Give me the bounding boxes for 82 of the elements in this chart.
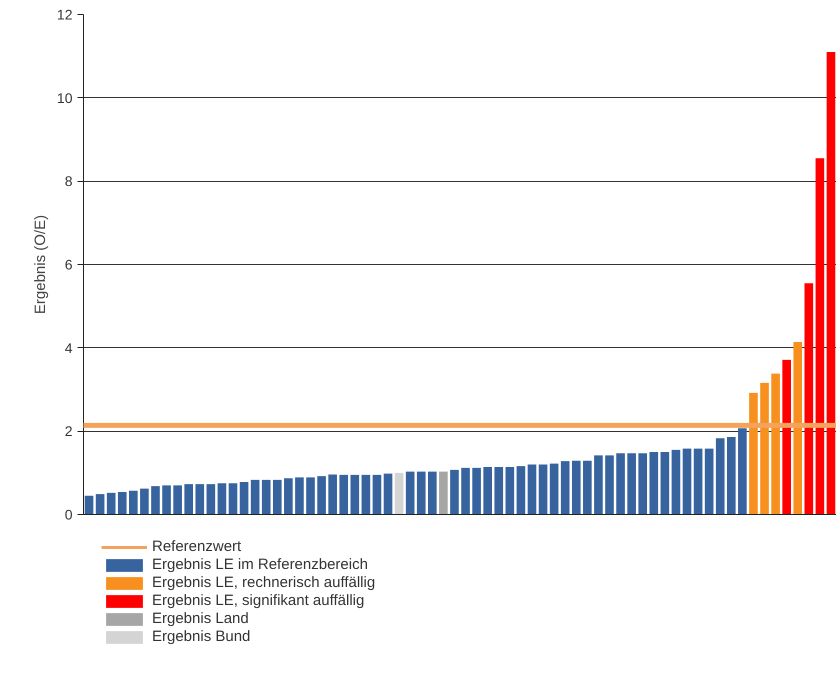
bar bbox=[218, 483, 226, 514]
legend-label: Ergebnis Bund bbox=[152, 628, 250, 645]
bar bbox=[384, 474, 392, 514]
bar bbox=[428, 472, 437, 514]
legend-label: Ergebnis LE, rechnerisch auffällig bbox=[152, 574, 376, 591]
bar bbox=[816, 158, 824, 514]
bar bbox=[195, 484, 204, 514]
bar bbox=[538, 464, 548, 514]
legend-label: Referenzwert bbox=[152, 538, 242, 555]
bar bbox=[826, 52, 836, 514]
bar bbox=[560, 461, 570, 514]
legend-label: Ergebnis LE im Referenzbereich bbox=[152, 556, 368, 573]
bar bbox=[129, 490, 138, 514]
bar bbox=[96, 494, 104, 514]
bar bbox=[328, 474, 337, 514]
bar bbox=[616, 453, 625, 514]
bar bbox=[782, 360, 791, 514]
legend-label: Ergebnis Land bbox=[152, 610, 249, 627]
bar bbox=[394, 472, 404, 514]
bar bbox=[804, 283, 814, 514]
bar bbox=[638, 453, 648, 514]
bar bbox=[672, 450, 680, 514]
y-tick-label: 6 bbox=[64, 256, 73, 272]
bar bbox=[416, 472, 426, 514]
bar bbox=[84, 496, 94, 514]
bar bbox=[240, 482, 248, 514]
y-tick-label: 2 bbox=[64, 423, 73, 440]
bar bbox=[106, 492, 116, 514]
bar bbox=[472, 468, 481, 514]
bar bbox=[284, 478, 293, 514]
bar bbox=[450, 470, 459, 514]
bar bbox=[306, 477, 315, 514]
bar bbox=[627, 453, 636, 514]
bar bbox=[572, 460, 581, 514]
y-tick-label: 12 bbox=[56, 6, 73, 22]
bar bbox=[272, 480, 282, 514]
bar bbox=[439, 472, 448, 514]
bar bbox=[738, 428, 747, 514]
bar bbox=[262, 480, 271, 514]
y-tick-label: 0 bbox=[64, 506, 73, 522]
bar bbox=[339, 474, 348, 514]
bar bbox=[206, 484, 216, 514]
bar bbox=[295, 477, 304, 514]
bar bbox=[716, 438, 725, 514]
bar bbox=[605, 455, 614, 514]
bar bbox=[660, 452, 670, 514]
bar bbox=[594, 455, 603, 514]
bar bbox=[506, 467, 514, 514]
bar bbox=[250, 480, 260, 514]
bar bbox=[362, 474, 370, 514]
bar bbox=[649, 452, 658, 514]
bar bbox=[550, 464, 558, 514]
bar bbox=[184, 484, 194, 514]
bar bbox=[140, 488, 149, 514]
bar bbox=[749, 392, 758, 514]
bar bbox=[704, 448, 714, 514]
bar bbox=[516, 466, 526, 514]
y-tick-label: 8 bbox=[64, 173, 73, 190]
bar bbox=[760, 382, 769, 514]
bar bbox=[350, 474, 360, 514]
y-axis-title: Ergebnis (O/E) bbox=[32, 214, 49, 314]
bar bbox=[528, 464, 536, 514]
bar bbox=[726, 437, 736, 514]
bar bbox=[151, 486, 160, 514]
bar bbox=[406, 472, 414, 514]
y-tick-label: 10 bbox=[56, 90, 73, 106]
bar bbox=[461, 468, 470, 514]
bar bbox=[483, 467, 492, 514]
bar bbox=[317, 476, 326, 514]
bar bbox=[793, 342, 802, 514]
bar bbox=[173, 485, 182, 514]
bar bbox=[494, 467, 504, 514]
bar bbox=[372, 474, 382, 514]
bar bbox=[694, 448, 702, 514]
bar bbox=[771, 374, 780, 514]
bar bbox=[162, 485, 171, 514]
bar bbox=[118, 492, 127, 514]
legend-label: Ergebnis LE, signifikant auffällig bbox=[152, 592, 364, 609]
bar bbox=[682, 448, 692, 514]
bar bbox=[583, 460, 592, 514]
y-tick-label: 4 bbox=[64, 340, 73, 356]
bar bbox=[228, 483, 238, 514]
